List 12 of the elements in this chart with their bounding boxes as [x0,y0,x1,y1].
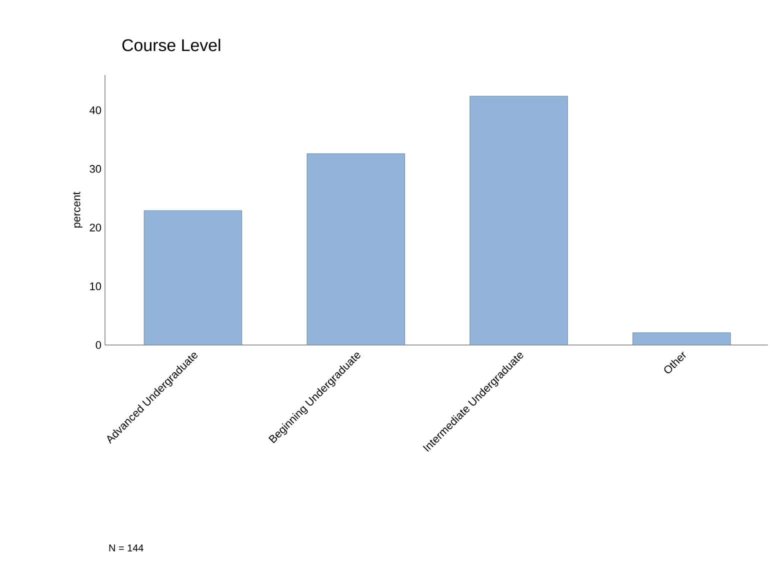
text: N = 144 [109,544,144,552]
bar [632,332,731,345]
y-tick-label: 40 [90,106,102,114]
y-tick-label: 20 [90,224,102,232]
bar [470,96,568,345]
y-tick-label: 30 [90,165,102,173]
y-tick-label: 0 [96,341,102,349]
y-tick-label: 10 [90,282,102,290]
bar [144,210,242,345]
chart-title: Course Level [122,38,220,52]
bar [306,153,405,345]
y-axis-title: percent [73,192,82,228]
